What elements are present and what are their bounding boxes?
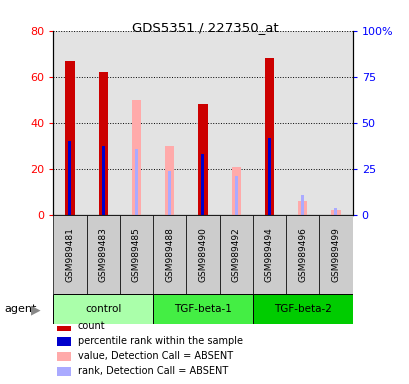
Bar (53, 294, 153, 324)
Text: GSM989492: GSM989492 (231, 227, 240, 282)
Bar (56, 352, 71, 361)
Bar (53, 215, 86, 294)
Bar (319, 215, 352, 294)
Bar (252, 31, 285, 215)
Text: GSM989490: GSM989490 (198, 227, 207, 282)
Bar (330, 210, 340, 215)
Text: GSM989499: GSM989499 (330, 227, 339, 282)
Bar (301, 195, 303, 215)
Bar (267, 137, 270, 215)
Bar (285, 31, 319, 215)
Bar (165, 146, 174, 215)
Text: GSM989485: GSM989485 (132, 227, 141, 282)
Bar (56, 337, 71, 346)
Bar (53, 31, 86, 215)
Text: agent: agent (4, 304, 36, 314)
Text: ▶: ▶ (31, 303, 40, 316)
Bar (56, 322, 71, 331)
Bar (234, 176, 237, 215)
Bar (153, 215, 186, 294)
Text: GSM989488: GSM989488 (165, 227, 174, 282)
Bar (231, 167, 240, 215)
Bar (119, 31, 153, 215)
Bar (131, 100, 141, 215)
Text: GDS5351 / 227350_at: GDS5351 / 227350_at (131, 21, 278, 34)
Bar (68, 141, 71, 215)
Text: TGF-beta-2: TGF-beta-2 (273, 304, 331, 314)
Bar (86, 31, 119, 215)
Bar (65, 61, 74, 215)
Bar (334, 208, 337, 215)
Text: count: count (78, 321, 105, 331)
Bar (219, 31, 252, 215)
Bar (135, 149, 137, 215)
Bar (264, 58, 274, 215)
Bar (201, 154, 204, 215)
Bar (319, 31, 352, 215)
Text: control: control (85, 304, 121, 314)
Text: GSM989481: GSM989481 (65, 227, 74, 282)
Bar (153, 31, 186, 215)
Bar (101, 146, 104, 215)
Bar (56, 367, 71, 376)
Bar (153, 294, 252, 324)
Text: value, Detection Call = ABSENT: value, Detection Call = ABSENT (78, 351, 232, 361)
Bar (252, 294, 352, 324)
Text: rank, Detection Call = ABSENT: rank, Detection Call = ABSENT (78, 366, 227, 376)
Bar (98, 72, 108, 215)
Text: percentile rank within the sample: percentile rank within the sample (78, 336, 242, 346)
Bar (252, 215, 285, 294)
Bar (285, 215, 319, 294)
Bar (198, 104, 207, 215)
Text: TGF-beta-1: TGF-beta-1 (173, 304, 231, 314)
Bar (186, 31, 219, 215)
Bar (186, 215, 219, 294)
Bar (119, 215, 153, 294)
Bar (86, 215, 119, 294)
Bar (168, 171, 171, 215)
Text: GSM989494: GSM989494 (264, 227, 273, 282)
Text: GSM989483: GSM989483 (99, 227, 108, 282)
Bar (297, 201, 307, 215)
Text: GSM989496: GSM989496 (297, 227, 306, 282)
Bar (219, 215, 252, 294)
